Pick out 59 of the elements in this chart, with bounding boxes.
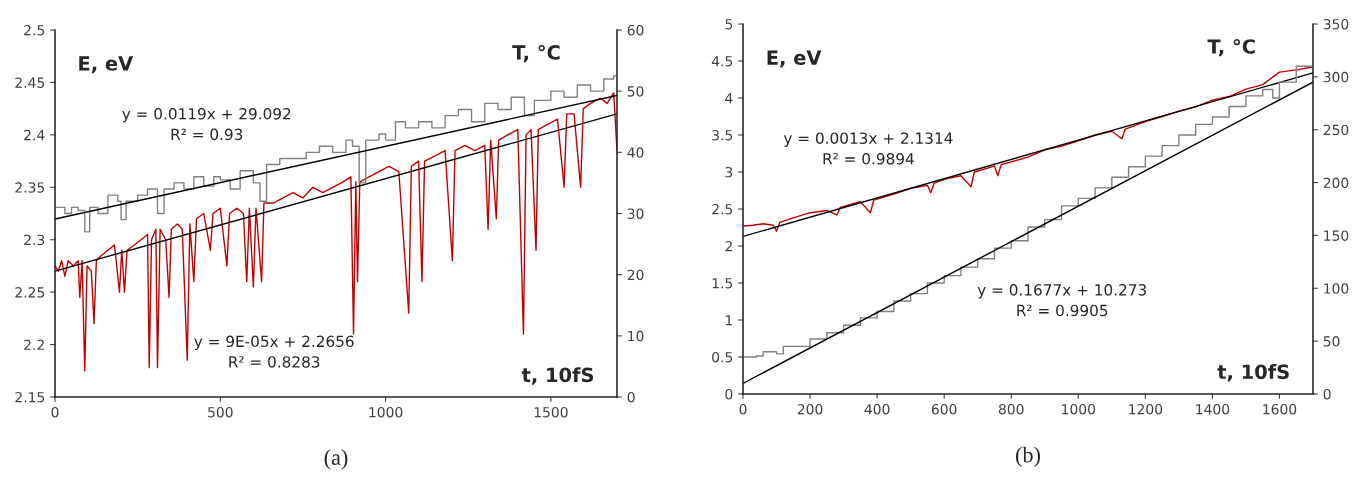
annotation: y = 9E-05x + 2.2656 R² = 0.8283 bbox=[194, 335, 354, 368]
y-tick-label: 5 bbox=[725, 19, 733, 30]
annotation: y = 0.0013x + 2.1314 R² = 0.9894 bbox=[783, 132, 953, 165]
y2-tick-label: 300 bbox=[1323, 71, 1349, 83]
x-tick-label: 200 bbox=[797, 403, 823, 415]
y2-tick-label: 0 bbox=[1323, 388, 1331, 400]
y2-tick-label: 20 bbox=[627, 269, 644, 281]
y-tick-label: 0.5 bbox=[712, 351, 733, 363]
x-axis-title: t, 10fS bbox=[521, 367, 594, 385]
y-tick-label: 2.4 bbox=[24, 129, 45, 141]
y-axis-title: E, eV bbox=[79, 56, 134, 74]
y-tick-label: 3 bbox=[725, 166, 733, 178]
x-tick-label: 0 bbox=[739, 403, 747, 415]
x-tick-label: 400 bbox=[864, 403, 890, 415]
y2-axis-title: T, °C bbox=[1207, 39, 1255, 57]
y-tick-label: 2.25 bbox=[15, 287, 45, 298]
y-tick-label: 2.2 bbox=[24, 339, 44, 350]
x-tick-label: 800 bbox=[998, 403, 1024, 415]
y-tick-label: 2 bbox=[725, 240, 732, 252]
y2-tick-label: 40 bbox=[627, 147, 644, 158]
x-tick-label: 1200 bbox=[1129, 403, 1163, 415]
y2-tick-label: 100 bbox=[1324, 283, 1349, 294]
y2-tick-label: 50 bbox=[1323, 336, 1340, 347]
text: (a) bbox=[324, 449, 348, 470]
y2-tick-label: 150 bbox=[1324, 230, 1349, 241]
y-tick-label: 4 bbox=[725, 93, 733, 104]
y2-tick-label: 10 bbox=[628, 330, 644, 342]
x-tick-label: 600 bbox=[931, 403, 957, 415]
y-tick-label: 2.5 bbox=[712, 203, 733, 215]
y-tick-label: 4.5 bbox=[711, 56, 733, 67]
x-tick-label: 1600 bbox=[1263, 403, 1297, 415]
x-tick-label: 0 bbox=[51, 406, 59, 418]
y2-tick-label: 250 bbox=[1323, 124, 1349, 136]
y2-tick-label: 0 bbox=[627, 391, 635, 403]
y-tick-label: 0 bbox=[725, 388, 733, 400]
annotation: y = 0.0119x + 29.092 R² = 0.93 bbox=[122, 108, 291, 141]
y-axis-title: E, eV bbox=[767, 50, 822, 68]
y2-axis-title: T, °C bbox=[512, 44, 560, 63]
x-tick-label: 1500 bbox=[534, 406, 568, 418]
x-tick-label: 1000 bbox=[1062, 403, 1096, 415]
y2-tick-label: 350 bbox=[1323, 18, 1349, 30]
annotation: y = 0.1677x + 10.273 R² = 0.9905 bbox=[977, 284, 1146, 317]
y2-tick-label: 200 bbox=[1323, 177, 1349, 189]
y2-tick-label: 60 bbox=[627, 24, 644, 36]
y-tick-label: 2.15 bbox=[15, 391, 45, 403]
y-tick-label: 2.35 bbox=[15, 182, 45, 193]
y-tick-label: 2.5 bbox=[24, 24, 45, 36]
y-tick-label: 3.5 bbox=[712, 129, 733, 141]
text: (b) bbox=[1016, 446, 1040, 467]
y2-tick-label: 30 bbox=[627, 208, 644, 219]
x-tick-label: 1400 bbox=[1196, 403, 1230, 415]
y-tick-label: 2.45 bbox=[15, 77, 45, 88]
x-tick-label: 500 bbox=[208, 406, 233, 418]
y2-tick-label: 50 bbox=[627, 86, 644, 97]
y-tick-label: 1.5 bbox=[712, 278, 733, 289]
y-tick-label: 1 bbox=[725, 315, 732, 326]
x-tick-label: 1000 bbox=[369, 406, 403, 418]
y-tick-label: 2.3 bbox=[24, 234, 45, 246]
x-axis-title: t, 10fS bbox=[1217, 364, 1289, 382]
